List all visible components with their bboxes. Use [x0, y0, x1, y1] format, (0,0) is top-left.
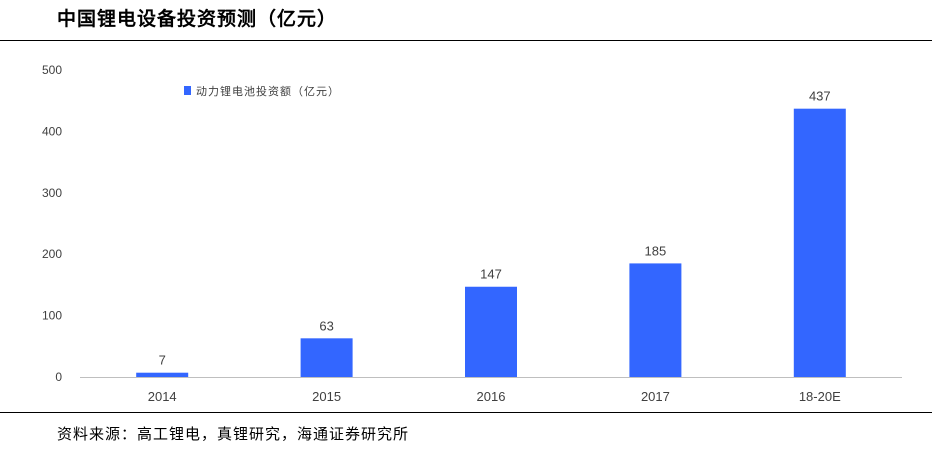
top-divider — [0, 40, 932, 41]
y-tick-label: 400 — [42, 124, 62, 138]
legend-label: 动力锂电池投资额（亿元） — [196, 84, 340, 98]
bar-value-label: 437 — [809, 89, 831, 104]
x-tick-label: 2016 — [477, 389, 506, 404]
x-tick-label: 2017 — [641, 389, 670, 404]
y-tick-label: 300 — [42, 186, 62, 200]
page-title: 中国锂电设备投资预测（亿元） — [57, 8, 338, 30]
chart-legend: 动力锂电池投资额（亿元） — [184, 84, 340, 98]
bar — [300, 338, 353, 377]
bar-value-label: 63 — [319, 318, 333, 333]
y-tick-label: 100 — [42, 309, 62, 323]
y-axis: 0 100 200 300 400 500 — [42, 63, 62, 384]
bar — [136, 372, 189, 377]
source-note: 资料来源：高工锂电，真锂研究，海通证券研究所 — [57, 425, 410, 443]
x-tick-label: 2014 — [148, 389, 177, 404]
bar-series: 7 63 147 185 437 — [136, 89, 846, 377]
bar — [465, 286, 517, 377]
x-tick-label: 18-20E — [799, 389, 841, 404]
bar — [629, 263, 682, 377]
x-axis: 2014 2015 2016 2017 18-20E — [80, 377, 902, 404]
bar-value-label: 147 — [480, 267, 502, 282]
legend-swatch — [184, 86, 191, 95]
bar-value-label: 185 — [645, 243, 667, 258]
bar — [793, 108, 846, 377]
x-tick-label: 2015 — [312, 389, 341, 404]
y-tick-label: 200 — [42, 247, 62, 261]
y-tick-label: 0 — [55, 370, 62, 384]
bar-value-label: 7 — [159, 353, 166, 368]
y-tick-label: 500 — [42, 63, 62, 77]
bottom-divider — [0, 412, 932, 413]
